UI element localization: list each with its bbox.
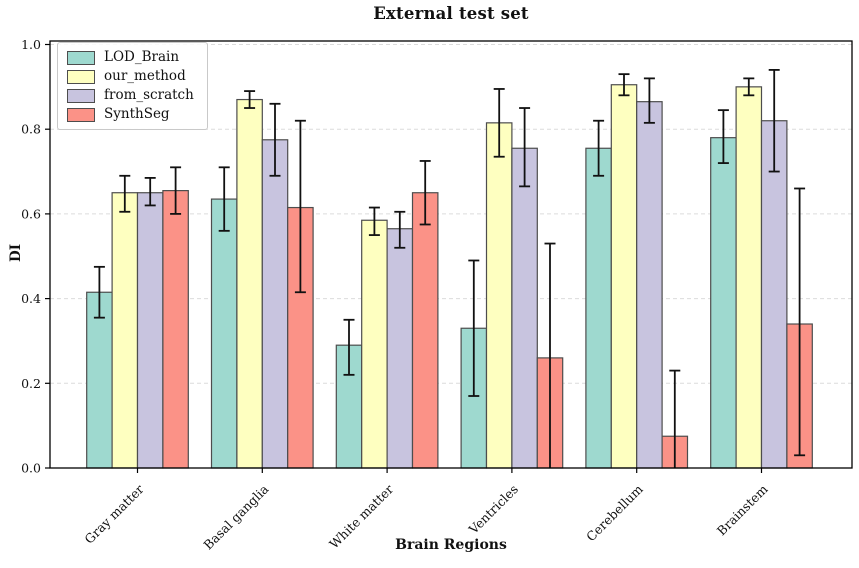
bar-LOD_Brain [210,198,238,469]
y-tick-label: 0.6 [21,206,41,221]
x-tick-label: Brainstem [714,481,771,538]
legend-label: from_scratch [104,87,194,103]
bar-LOD_Brain [710,137,737,469]
bar-from_scratch [511,147,538,469]
legend-swatch-LOD_Brain [67,50,95,65]
bar-LOD_Brain [86,291,113,469]
legend-item: from_scratch [67,88,194,103]
bar-our_method [485,122,513,469]
x-tick-label: White matter [326,481,396,551]
x-axis-label: Brain Regions [395,537,507,553]
legend-swatch-SynthSeg [67,107,95,122]
bar-LOD_Brain [585,147,612,469]
bar-our_method [236,98,263,469]
legend: LOD_Brain our_method from_scratch SynthSeg [57,42,208,130]
y-tick-label: 0.8 [21,122,41,137]
bar-our_method [735,86,763,469]
bar-from_scratch [760,120,788,469]
legend-swatch-from_scratch [67,88,95,103]
x-tick-label: Cerebellum [583,481,646,544]
bar-our_method [361,219,388,469]
y-tick-label: 0.2 [21,376,41,391]
bar-from_scratch [261,139,289,469]
legend-swatch-our_method [67,69,95,84]
bar-from_scratch [136,192,164,469]
bar-our_method [111,192,139,469]
x-tick-label: Ventricles [465,482,521,538]
bar-SynthSeg [162,190,189,469]
bar-from_scratch [636,101,663,469]
x-tick-label: Basal ganglia [200,481,271,552]
y-tick-label: 0.4 [21,291,41,306]
bar-SynthSeg [411,192,439,469]
legend-item: our_method [67,69,194,84]
bar-from_scratch [386,228,414,469]
chart-title: External test set [373,4,529,23]
legend-label: LOD_Brain [104,49,180,65]
x-tick-label: Gray matter [81,482,146,547]
y-tick-label: 0.0 [21,461,41,476]
legend-label: our_method [104,68,186,84]
bar-our_method [610,84,638,469]
legend-item: LOD_Brain [67,50,194,65]
y-tick-label: 1.0 [21,37,41,52]
plot-border [49,40,853,469]
legend-item: SynthSeg [67,107,194,122]
legend-label: SynthSeg [104,106,170,122]
